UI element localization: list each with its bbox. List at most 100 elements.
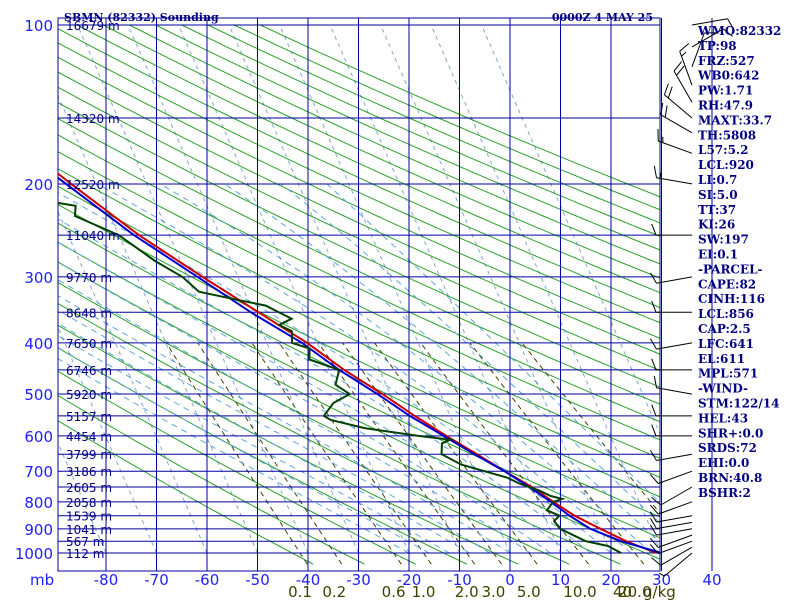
- wind-barb-flag: [673, 61, 682, 72]
- temperature-tick-label: 40: [702, 571, 721, 589]
- dry-adiabat-line: [58, 151, 660, 441]
- index-line: LFC:641: [698, 337, 754, 351]
- height-label: 1539 m: [66, 510, 112, 524]
- mixing-ratio-tick-label: 2.0: [455, 583, 479, 600]
- isotherm-line: [127, 24, 359, 554]
- wind-barb-flag: [649, 518, 657, 529]
- index-line: LCL:856: [698, 307, 754, 321]
- wind-barb: [649, 534, 693, 548]
- wind-barb: [649, 540, 693, 555]
- index-line: EI:0.1: [698, 248, 738, 262]
- dry-adiabat-line: [58, 324, 519, 565]
- index-line: TH:5808: [698, 128, 756, 142]
- wind-barb: [653, 375, 693, 395]
- wind-barb-flag: [651, 557, 662, 566]
- wind-barb-staff: [658, 501, 693, 515]
- mixing-ratio-tick-label: 5.0: [517, 583, 541, 600]
- chart-time: 0000Z 4 MAY 25: [552, 11, 653, 24]
- mixing-ratio-tick-label: 10.0: [563, 583, 596, 600]
- index-line: LI:0.7: [698, 173, 737, 187]
- isotherm-line: [58, 441, 107, 554]
- height-label: 1041 m: [66, 523, 112, 537]
- temperature-tick-label: -30: [346, 571, 371, 589]
- wind-barb-flag: [722, 28, 733, 37]
- isotherms: [58, 24, 660, 554]
- moist-adiabat-line: [58, 261, 551, 554]
- plot-frame: [57, 17, 661, 572]
- wind-barb-staff: [656, 453, 693, 461]
- height-label: 16679 m: [66, 19, 120, 33]
- pressure-tick-labels: 100 200 300 400 500 600 700 800 900 1000: [15, 17, 53, 563]
- wind-barb: [649, 501, 693, 515]
- wind-barb-staff: [658, 534, 693, 548]
- height-label: 9770 m: [66, 271, 112, 285]
- dry-adiabat-line: [58, 185, 660, 478]
- mixing-ratio-lines: [165, 342, 660, 565]
- index-line: SW:197: [698, 233, 749, 247]
- height-label: 2058 m: [66, 496, 112, 510]
- wind-barb-flag: [649, 449, 657, 461]
- index-line: MAXT:33.7: [698, 113, 772, 127]
- wind-barb-flag: [663, 83, 669, 95]
- height-label: 3799 m: [66, 448, 112, 462]
- index-line: TT:37: [698, 203, 736, 217]
- wind-barb-flag: [651, 424, 657, 437]
- pressure-tick-label: 900: [24, 521, 53, 539]
- height-label: 8648 m: [66, 306, 112, 320]
- wind-barb: [651, 404, 692, 417]
- wind-barb-staff: [660, 486, 693, 506]
- mixing-ratio-line: [317, 342, 476, 565]
- index-line: KI:26: [698, 218, 735, 232]
- wind-barb: [691, 28, 733, 48]
- wind-barb-flag: [651, 358, 657, 371]
- isotherm-line: [58, 94, 258, 554]
- pressure-tick-label: 100: [24, 17, 53, 35]
- mixing-ratio-tick-labels: 0.1 0.2 0.6 1.0 2.0 3.0 5.0 10.0 20.040: [288, 583, 651, 600]
- index-line: SI:5.0: [698, 188, 738, 202]
- temperature-tick-label: -10: [447, 571, 472, 589]
- pressure-tick-label: 700: [24, 463, 53, 481]
- wind-barb: [673, 61, 693, 103]
- wind-barb-flag: [676, 65, 685, 76]
- mixing-ratio-unit-label: g/kg: [643, 583, 676, 600]
- height-labels: 16679 m 14320 m 12520 m 11040 m 9770 m 8648 m…: [66, 19, 120, 561]
- height-label: 7650 m: [66, 337, 112, 351]
- height-label: 5920 m: [66, 388, 112, 402]
- isotherm-line: [430, 24, 660, 551]
- dry-adiabat-line: [58, 370, 416, 565]
- isotherm-line: [279, 24, 511, 554]
- wind-barb-staff: [679, 51, 693, 86]
- wind-barb: [660, 102, 693, 134]
- wind-barb-flag: [651, 223, 657, 236]
- pressure-tick-label: 800: [24, 494, 53, 512]
- dry-adiabat-line: [58, 86, 660, 372]
- dry-adiabat-line: [129, 24, 660, 265]
- dry-adiabat-line: [58, 42, 660, 324]
- index-line: MPL:571: [698, 367, 758, 381]
- wind-barb-flag: [659, 172, 662, 179]
- index-line: -WIND-: [698, 382, 748, 396]
- wind-barb: [653, 165, 693, 185]
- wind-barb-flag: [658, 572, 665, 577]
- wind-barb-flag: [649, 511, 657, 523]
- wind-barb: [649, 470, 693, 484]
- wind-barb: [679, 43, 693, 86]
- wind-barb-staff: [656, 528, 693, 536]
- wind-barb: [691, 18, 735, 30]
- sounding-series-line-2: [58, 201, 622, 554]
- temperature-tick-label: -70: [144, 571, 169, 589]
- temperature-tick-label: -80: [94, 571, 119, 589]
- mixing-ratio-tick-label: 3.0: [481, 583, 505, 600]
- isotherm-line: [58, 326, 157, 554]
- pressure-tick-label: 400: [24, 335, 53, 353]
- moist-adiabat-line: [97, 183, 632, 554]
- index-line: WB0:642: [697, 69, 759, 83]
- wind-barb: [649, 524, 693, 536]
- wind-barb-flag: [649, 524, 657, 536]
- wind-barb-flag: [651, 300, 657, 313]
- index-line: CINH:116: [698, 292, 765, 306]
- index-line: PW:1.71: [698, 84, 753, 98]
- wind-barb-staff: [658, 540, 693, 555]
- wind-barb: [651, 424, 692, 437]
- indices-panel: WMO:82332TP:98FRZ:527WB0:642PW:1.71RH:47…: [697, 24, 781, 500]
